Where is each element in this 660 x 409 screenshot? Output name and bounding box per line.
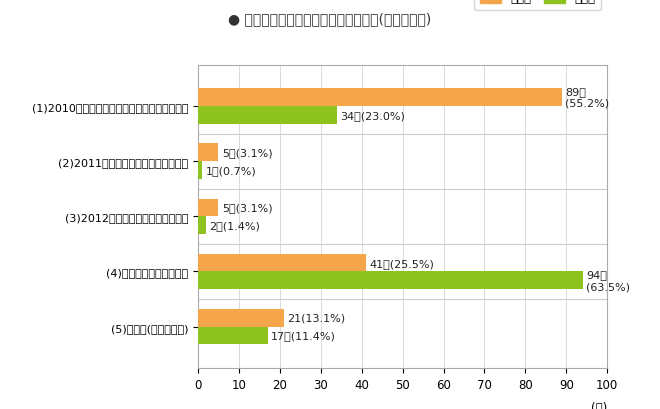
Text: 2校(1.4%): 2校(1.4%) xyxy=(209,220,260,231)
Bar xyxy=(198,162,202,180)
Text: 89校
(55.2%): 89校 (55.2%) xyxy=(566,87,610,109)
Bar xyxy=(198,107,337,124)
Bar xyxy=(198,327,267,344)
Text: 34校(23.0%): 34校(23.0%) xyxy=(341,110,405,121)
Text: 21(13.1%): 21(13.1%) xyxy=(287,313,345,323)
Text: 94校
(63.5%): 94校 (63.5%) xyxy=(586,270,630,291)
Legend: 西日本, 東日本: 西日本, 東日本 xyxy=(475,0,601,11)
Text: 41校(25.5%): 41校(25.5%) xyxy=(369,258,434,268)
Bar xyxy=(198,89,562,107)
Bar xyxy=(198,272,583,290)
Text: 1校(0.7%): 1校(0.7%) xyxy=(205,166,256,175)
Bar xyxy=(198,217,206,234)
Bar xyxy=(198,199,218,217)
Text: 17校(11.4%): 17校(11.4%) xyxy=(271,330,336,341)
Bar xyxy=(198,254,366,272)
Text: 5校(3.1%): 5校(3.1%) xyxy=(222,203,273,213)
Text: (校): (校) xyxy=(591,401,607,409)
Bar xyxy=(198,309,284,327)
Text: ● 推薦入試における学力試験実施状況(東・西比較): ● 推薦入試における学力試験実施状況(東・西比較) xyxy=(228,12,432,26)
Text: 5校(3.1%): 5校(3.1%) xyxy=(222,148,273,158)
Bar xyxy=(198,144,218,162)
